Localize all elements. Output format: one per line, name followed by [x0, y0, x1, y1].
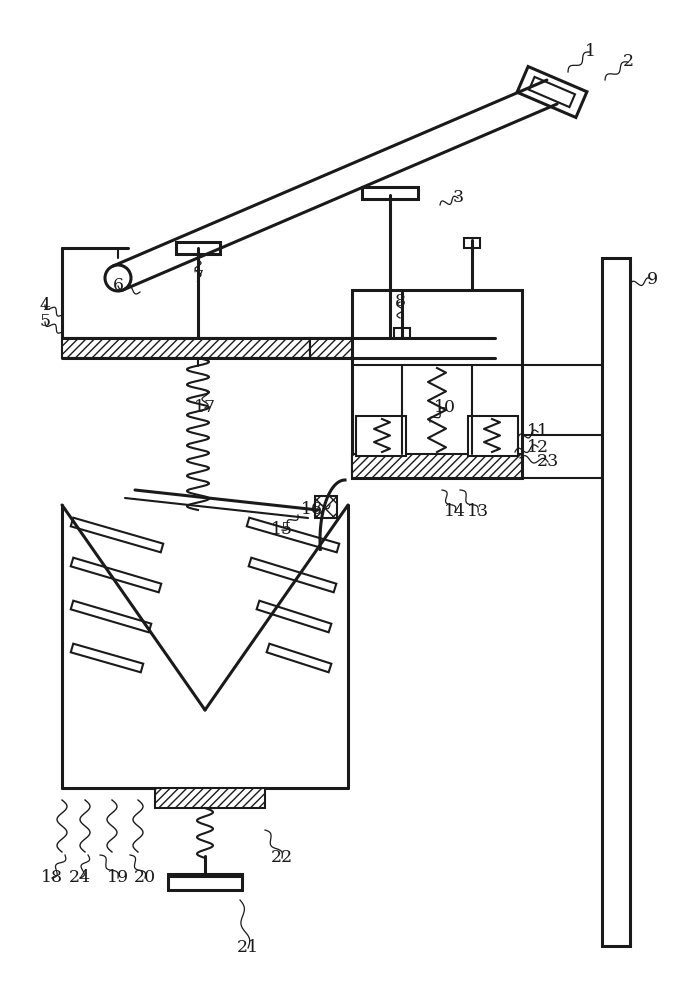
Polygon shape: [71, 558, 161, 592]
Text: 6: 6: [113, 277, 123, 294]
Text: 3: 3: [452, 190, 464, 207]
Text: 9: 9: [647, 271, 658, 288]
Bar: [168, 874, 242, 890]
Text: 17: 17: [194, 399, 216, 416]
Bar: [62, 338, 310, 358]
Polygon shape: [529, 77, 575, 107]
Bar: [352, 290, 522, 478]
Text: 4: 4: [40, 296, 51, 314]
Text: 7: 7: [192, 269, 203, 286]
Bar: [394, 328, 410, 338]
Polygon shape: [267, 644, 331, 672]
Bar: [468, 416, 518, 456]
Bar: [352, 454, 522, 478]
Polygon shape: [71, 601, 151, 632]
Polygon shape: [257, 601, 331, 632]
Bar: [310, 338, 495, 358]
Bar: [315, 496, 337, 518]
Text: 10: 10: [434, 399, 456, 416]
Text: 16: 16: [301, 502, 323, 518]
Text: 13: 13: [467, 504, 489, 520]
Text: 20: 20: [134, 869, 156, 886]
Text: 8: 8: [395, 294, 406, 310]
Bar: [356, 416, 406, 456]
Text: 18: 18: [41, 869, 63, 886]
Text: 5: 5: [40, 314, 51, 330]
Text: 1: 1: [585, 43, 596, 60]
Bar: [602, 258, 630, 946]
Text: 23: 23: [537, 454, 559, 471]
Polygon shape: [71, 518, 164, 552]
Text: 24: 24: [69, 869, 91, 886]
Bar: [176, 242, 220, 254]
Polygon shape: [247, 518, 339, 552]
Text: 15: 15: [271, 522, 293, 538]
Bar: [155, 788, 265, 808]
Bar: [362, 187, 418, 199]
Text: 21: 21: [237, 940, 259, 956]
Text: 19: 19: [107, 869, 129, 886]
Text: 14: 14: [444, 504, 466, 520]
Text: 22: 22: [271, 850, 293, 866]
Text: 2: 2: [622, 53, 633, 70]
Polygon shape: [248, 558, 336, 592]
Polygon shape: [517, 67, 587, 117]
Text: 11: 11: [527, 424, 549, 440]
Bar: [464, 238, 480, 248]
Text: 12: 12: [527, 438, 549, 456]
Polygon shape: [71, 644, 143, 672]
